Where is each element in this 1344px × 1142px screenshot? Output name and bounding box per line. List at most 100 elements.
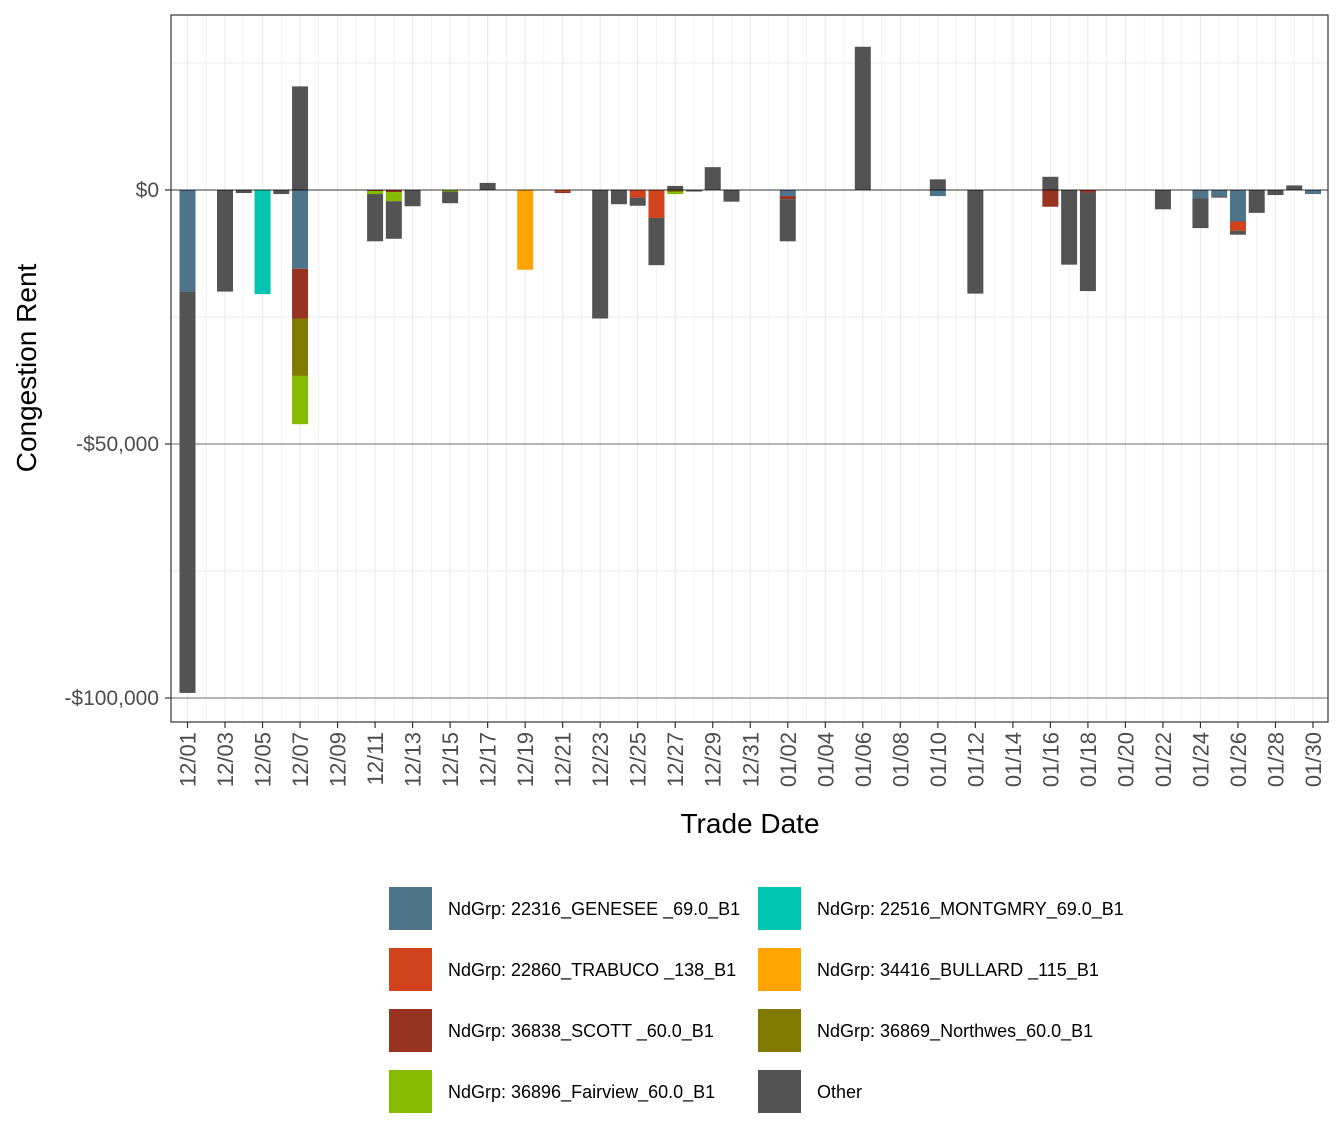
- bar-segment: [629, 197, 646, 206]
- bar-segment: [1192, 190, 1209, 199]
- x-tick-label: 01/30: [1301, 732, 1326, 787]
- bar-segment: [704, 167, 721, 190]
- legend-label: NdGrp: 22316_GENESEE _69.0_B1: [448, 899, 740, 920]
- x-tick-label: 12/19: [513, 732, 538, 787]
- bar-segment: [1248, 190, 1265, 213]
- bar-segment: [442, 191, 459, 204]
- x-tick-label: 12/03: [213, 732, 238, 787]
- x-axis: 12/01 12/03 12/05 12/07 12/09 12/11 12/13 12/15…: [176, 722, 1326, 787]
- bar-segment: [1229, 230, 1246, 235]
- bar-segment: [779, 190, 796, 197]
- bar-segment: [648, 217, 665, 266]
- bar-segment: [273, 190, 290, 195]
- x-tick-label: 01/06: [851, 732, 876, 787]
- bar-segment: [554, 191, 571, 194]
- legend: NdGrp: 22316_GENESEE _69.0_B1 NdGrp: 2251…: [389, 887, 1124, 1113]
- bar-segment: [367, 194, 384, 242]
- x-tick-label: 12/05: [251, 732, 276, 787]
- x-tick-label: 01/02: [776, 732, 801, 787]
- bar-segment: [1042, 176, 1059, 190]
- bar-segment: [779, 196, 796, 200]
- legend-label: NdGrp: 36869_Northwes_60.0_B1: [817, 1021, 1093, 1042]
- bar-segment: [404, 190, 421, 207]
- legend-label: NdGrp: 22860_TRABUCO _138_B1: [448, 960, 736, 981]
- y-tick-label: $0: [136, 179, 159, 202]
- x-tick-label: 12/21: [551, 732, 576, 787]
- bar-segment: [1192, 198, 1209, 229]
- legend-label: NdGrp: 36896_Fairview_60.0_B1: [448, 1082, 715, 1103]
- x-tick-label: 01/28: [1263, 732, 1288, 787]
- x-axis-title: Trade Date: [680, 808, 819, 839]
- bar-segment: [292, 268, 309, 319]
- bar-series: [179, 46, 1321, 693]
- x-tick-label: 12/23: [588, 732, 613, 787]
- x-tick-label: 01/18: [1076, 732, 1101, 787]
- bar-segment: [1061, 190, 1078, 265]
- bar-segment: [1042, 190, 1059, 207]
- x-tick-label: 12/01: [176, 732, 201, 787]
- x-tick-label: 12/11: [363, 732, 388, 785]
- x-tick-label: 01/08: [888, 732, 913, 787]
- bar-segment: [517, 190, 534, 270]
- bar-segment: [610, 190, 627, 205]
- bar-segment: [1305, 190, 1321, 195]
- bar-segment: [629, 190, 646, 198]
- legend-key: [389, 887, 432, 930]
- bar-segment: [385, 201, 402, 239]
- bar-segment: [1079, 190, 1096, 193]
- x-tick-label: 01/12: [963, 732, 988, 787]
- x-tick-label: 01/24: [1188, 732, 1213, 787]
- bar-segment: [779, 199, 796, 242]
- bar-segment: [367, 191, 384, 195]
- x-tick-label: 01/14: [1001, 732, 1026, 787]
- bar-segment: [385, 190, 402, 193]
- x-tick-label: 01/16: [1038, 732, 1063, 787]
- x-tick-label: 01/26: [1226, 732, 1251, 787]
- bar-segment: [1079, 192, 1096, 292]
- x-tick-label: 12/17: [476, 732, 501, 787]
- x-tick-label: 12/31: [738, 732, 763, 787]
- bar-segment: [292, 190, 309, 269]
- bar-segment: [723, 190, 740, 202]
- bar-segment: [667, 190, 684, 193]
- legend-key: [758, 887, 801, 930]
- bar-segment: [179, 190, 196, 292]
- x-tick-label: 01/04: [813, 732, 838, 787]
- bar-segment: [854, 46, 871, 190]
- x-tick-label: 12/13: [401, 732, 426, 787]
- bar-segment: [1229, 190, 1246, 222]
- legend-key: [389, 948, 432, 991]
- bar-segment: [235, 190, 252, 194]
- bar-segment: [1229, 221, 1246, 231]
- bar-segment: [385, 192, 402, 202]
- legend-key: [389, 1070, 432, 1113]
- bar-segment: [1211, 196, 1228, 198]
- bar-segment: [667, 185, 684, 190]
- bar-segment: [292, 318, 309, 376]
- plot-panel-border: [170, 14, 1329, 723]
- y-axis: $0 -$50,000 -$100,000: [64, 179, 171, 710]
- bar-segment: [179, 291, 196, 693]
- legend-label: NdGrp: 22516_MONTGMRY_69.0_B1: [817, 899, 1124, 920]
- bar-segment: [967, 190, 984, 294]
- legend-key: [758, 1009, 801, 1052]
- legend-label: NdGrp: 36838_SCOTT _60.0_B1: [448, 1021, 714, 1042]
- x-tick-label: 12/25: [626, 732, 651, 787]
- bar-segment: [592, 190, 609, 319]
- bar-segment: [1211, 190, 1228, 197]
- bar-segment: [367, 190, 384, 192]
- bar-segment: [929, 190, 946, 197]
- bar-segment: [254, 190, 271, 295]
- legend-key: [389, 1009, 432, 1052]
- bar-segment: [685, 190, 702, 192]
- bar-segment: [292, 86, 309, 190]
- bar-segment: [648, 190, 665, 218]
- x-tick-label: 12/15: [438, 732, 463, 787]
- bar-segment: [217, 190, 234, 292]
- legend-key: [758, 948, 801, 991]
- x-tick-label: 12/27: [663, 732, 688, 787]
- x-tick-label: 01/20: [1113, 732, 1138, 787]
- bar-segment: [1267, 190, 1284, 196]
- y-axis-title: Congestion Rent: [11, 263, 42, 472]
- bar-segment: [292, 375, 309, 425]
